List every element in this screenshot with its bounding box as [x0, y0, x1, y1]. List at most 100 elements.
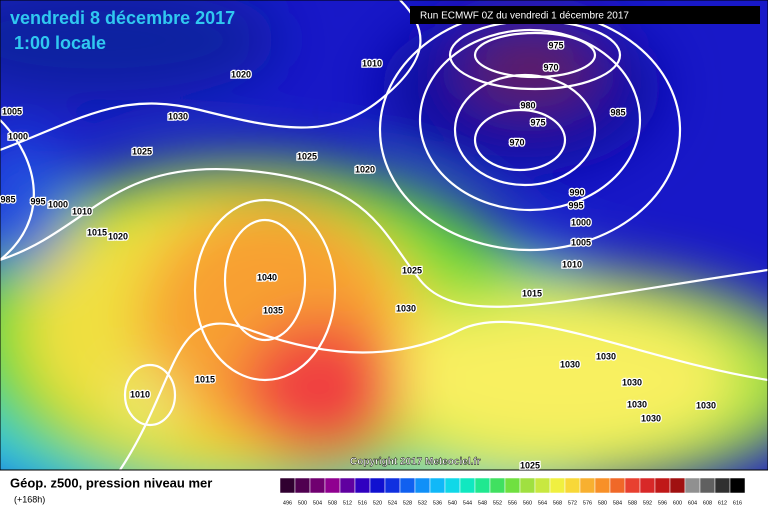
- colorbar-label: 524: [388, 500, 397, 506]
- footer-lead: (+168h): [14, 494, 45, 504]
- isobar-label: 980: [520, 100, 535, 110]
- isobar-label: 975: [548, 40, 563, 50]
- colorbar-swatch: [624, 477, 641, 494]
- colorbar-swatch: [729, 477, 746, 494]
- isobar-label: 1030: [168, 111, 188, 121]
- date: vendredi 8 décembre 2017: [10, 8, 235, 28]
- colorbar-label: 600: [673, 500, 682, 506]
- isobar-label: 1025: [132, 146, 152, 156]
- colorbar-label: 508: [328, 500, 337, 506]
- colorbar-swatch: [564, 477, 581, 494]
- colorbar-swatch: [309, 477, 326, 494]
- colorbar: 496 500 504 508 512 516 520 524 528 532 536 540 544 5…: [279, 477, 746, 506]
- isobar-label: 985: [0, 194, 15, 204]
- isobar-label: 1015: [522, 288, 542, 298]
- colorbar-swatch: [459, 477, 476, 494]
- run-info: Run ECMWF 0Z du vendredi 1 décembre 2017: [420, 11, 629, 22]
- colorbar-label: 528: [403, 500, 412, 506]
- colorbar-label: 588: [628, 500, 637, 506]
- colorbar-swatch: [669, 477, 686, 494]
- copyright: Copyright 2017 Meteociel.fr: [350, 457, 481, 468]
- isobar-label: 1035: [263, 305, 283, 315]
- isobar-label: 1030: [396, 303, 416, 313]
- colorbar-label: 540: [448, 500, 457, 506]
- isobar-label: 985: [610, 107, 625, 117]
- isobar-label: 1020: [231, 69, 251, 79]
- colorbar-label: 536: [433, 500, 442, 506]
- colorbar-swatch: [684, 477, 701, 494]
- colorbar-label: 612: [718, 500, 727, 506]
- colorbar-swatch: [429, 477, 446, 494]
- colorbar-swatch: [339, 477, 356, 494]
- isobar-label: 1030: [696, 400, 716, 410]
- colorbar-label: 576: [583, 500, 592, 506]
- colorbar-swatch: [594, 477, 611, 494]
- isobar-label: 1010: [562, 259, 582, 269]
- isobar-label: 995: [568, 200, 583, 210]
- colorbar-label: 516: [358, 500, 367, 506]
- colorbar-label: 552: [493, 500, 502, 506]
- isobar-label: 990: [569, 187, 584, 197]
- isobar-label: 1005: [2, 106, 22, 116]
- colorbar-label: 532: [418, 500, 427, 506]
- isobar-label: 1010: [362, 58, 382, 68]
- isobar-label: 995: [30, 196, 45, 206]
- run-box: [410, 6, 760, 24]
- colorbar-label: 572: [568, 500, 577, 506]
- colorbar-label: 568: [553, 500, 562, 506]
- isobar-label: 1010: [72, 206, 92, 216]
- colorbar-swatch: [654, 477, 671, 494]
- colorbar-swatch: [369, 477, 386, 494]
- colorbar-label: 608: [703, 500, 712, 506]
- isobar-label: 970: [509, 137, 524, 147]
- colorbar-label: 556: [508, 500, 517, 506]
- colorbar-swatch: [489, 477, 506, 494]
- colorbar-label: 520: [373, 500, 382, 506]
- colorbar-swatch: [324, 477, 341, 494]
- colorbar-label: 604: [688, 500, 697, 506]
- isobar-label: 1000: [48, 199, 68, 209]
- isobar-label: 1020: [108, 231, 128, 241]
- colorbar-label: 504: [313, 500, 322, 506]
- colorbar-swatch: [384, 477, 401, 494]
- colorbar-label: 584: [613, 500, 622, 506]
- isobar-label: 1025: [520, 460, 540, 470]
- isobar-label: 1030: [627, 399, 647, 409]
- isobar-label: 1010: [130, 389, 150, 399]
- colorbar-label: 596: [658, 500, 667, 506]
- colorbar-swatch: [609, 477, 626, 494]
- colorbar-swatch: [639, 477, 656, 494]
- isobar-label: 1025: [297, 151, 317, 161]
- colorbar-swatch: [294, 477, 311, 494]
- isobar-label: 1030: [560, 359, 580, 369]
- isobar-label: 1000: [8, 131, 28, 141]
- colorbar-swatch: [714, 477, 731, 494]
- colorbar-swatch: [504, 477, 521, 494]
- colorbar-swatch: [579, 477, 596, 494]
- isobar-label: 970: [543, 62, 558, 72]
- isobar-label: 1025: [402, 265, 422, 275]
- isobar-label: 1020: [355, 164, 375, 174]
- colorbar-label: 580: [598, 500, 607, 506]
- isobar-label: 1005: [571, 237, 591, 247]
- colorbar-swatch: [519, 477, 536, 494]
- isobar-label: 1015: [87, 227, 107, 237]
- colorbar-swatch: [414, 477, 431, 494]
- isobar-label: 975: [530, 117, 545, 127]
- colorbar-swatch: [399, 477, 416, 494]
- colorbar-swatch: [444, 477, 461, 494]
- colorbar-label: 512: [343, 500, 352, 506]
- colorbar-label: 544: [463, 500, 472, 506]
- colorbar-label: 496: [283, 500, 292, 506]
- map-frame: [0, 0, 768, 471]
- colorbar-label: 564: [538, 500, 547, 506]
- colorbar-swatch: [279, 477, 296, 494]
- isobar-label: 1040: [257, 272, 277, 282]
- isobar-label: 1030: [596, 351, 616, 361]
- isobar-label: 1000: [571, 217, 591, 227]
- isobar-label: 1030: [622, 377, 642, 387]
- colorbar-swatch: [534, 477, 551, 494]
